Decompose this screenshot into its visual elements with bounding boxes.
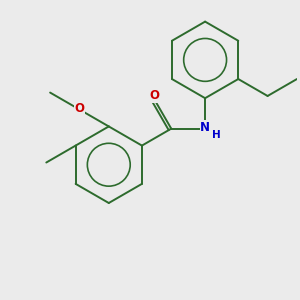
Text: O: O (74, 101, 85, 115)
Text: O: O (149, 89, 159, 102)
Text: N: N (200, 121, 210, 134)
Text: O: O (149, 89, 159, 102)
Text: H: H (212, 130, 221, 140)
